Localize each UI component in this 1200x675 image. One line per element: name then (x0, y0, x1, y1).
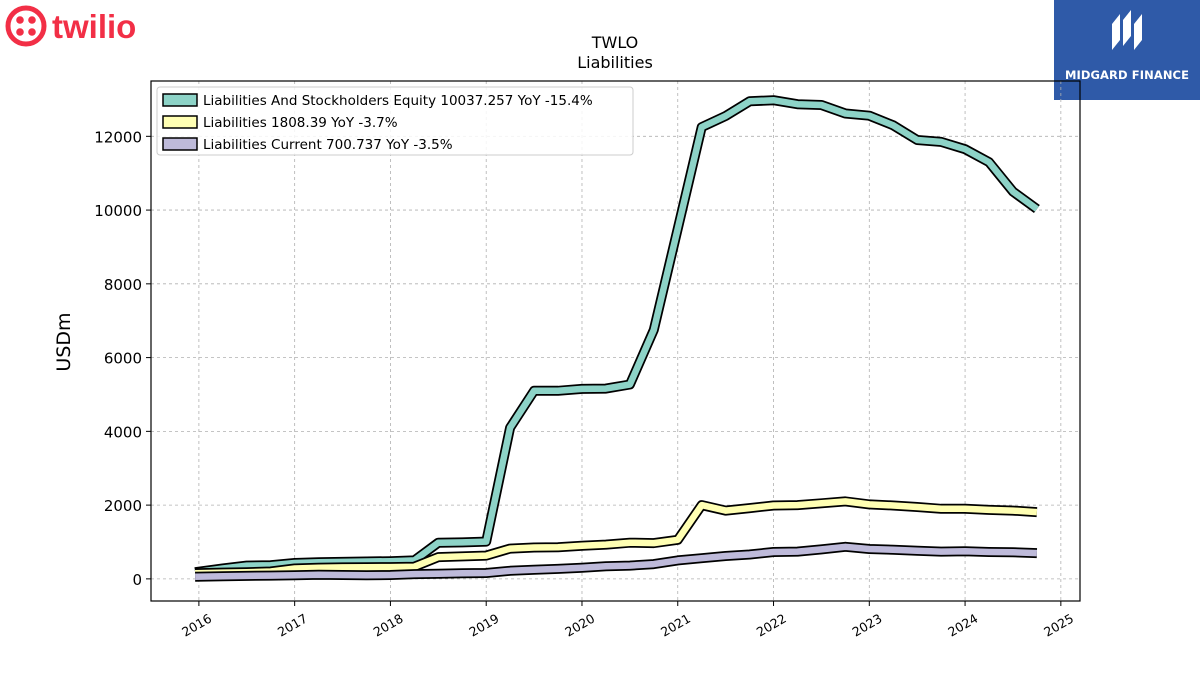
midgard-finance-wordmark: MIDGARD FINANCE (1064, 68, 1190, 82)
x-tick-label: 2021 (658, 611, 693, 640)
y-tick-label: 0 (132, 571, 142, 589)
y-tick-label: 12000 (94, 128, 142, 146)
midgard-finance-logo: MIDGARD FINANCE (1054, 0, 1200, 100)
x-tick-label: 2023 (850, 611, 885, 640)
series-line (195, 498, 1038, 577)
legend-entry-label: Liabilities And Stockholders Equity 1003… (203, 93, 593, 109)
grid-lines (151, 81, 1080, 601)
legend-swatch (162, 137, 198, 151)
legend-box (156, 86, 634, 156)
series-layer (194, 95, 1040, 582)
y-axis-label: USDm (53, 312, 75, 371)
midgard-emblem-icon (1112, 10, 1142, 50)
x-tick-label: 2022 (754, 611, 789, 640)
x-tick-label: 2025 (1041, 611, 1076, 640)
y-tick-label: 4000 (104, 423, 142, 441)
x-tick-label: 2016 (179, 611, 214, 640)
chart-title: TWLO (591, 33, 639, 52)
x-tick-label: 2019 (466, 611, 501, 640)
x-tick-label: 2020 (562, 611, 597, 640)
series-outline (194, 95, 1040, 578)
y-tick-label: 8000 (104, 276, 142, 294)
twilio-logo: twilio (5, 5, 136, 47)
x-tick-label: 2017 (275, 611, 310, 640)
series-line (195, 543, 1038, 580)
y-tick-label: 2000 (104, 497, 142, 515)
y-tick-label: 10000 (94, 202, 142, 220)
chart-subtitle: Liabilities (577, 53, 653, 72)
legend-swatch (162, 93, 198, 107)
x-tick-label: 2018 (371, 611, 406, 640)
x-tick-label: 2024 (945, 611, 980, 640)
legend: Liabilities And Stockholders Equity 1003… (156, 86, 634, 156)
y-tick-label: 6000 (104, 350, 142, 368)
svg-text:twilio: twilio (52, 8, 136, 45)
legend-entry-label: Liabilities Current 700.737 YoY -3.5% (203, 137, 453, 153)
series-line (194, 96, 1039, 576)
legend-swatch (162, 115, 198, 129)
plot-frame (150, 80, 1081, 602)
legend-entry-label: Liabilities 1808.39 YoY -3.7% (203, 115, 398, 131)
